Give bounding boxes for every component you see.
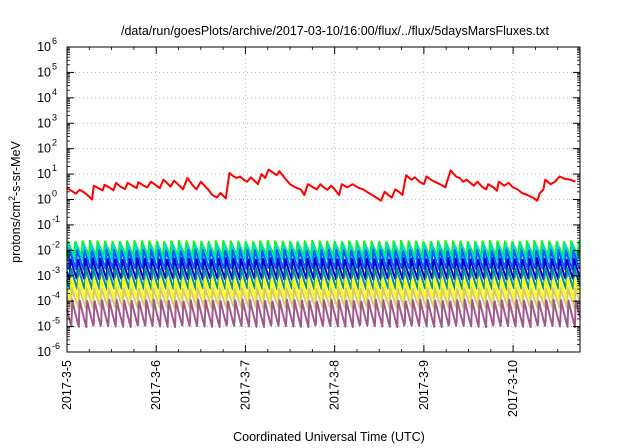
- y-tick-labels: 10 -610 -510 -410 -310 -210 -110 010 110 210 310 41…: [37, 36, 60, 359]
- y-tick-label-exponent: 4: [52, 87, 57, 97]
- y-tick-label: 10: [37, 193, 51, 207]
- y-tick-label: 10: [37, 65, 51, 79]
- y-tick-label-exponent: 6: [52, 36, 57, 46]
- x-axis-label: Coordinated Universal Time (UTC): [233, 430, 425, 444]
- y-tick-label-exponent: 1: [52, 163, 57, 173]
- series-line-4: [66, 257, 581, 281]
- series-line-3: [66, 248, 581, 271]
- y-tick-label-exponent: -1: [52, 214, 60, 224]
- y-tick-label-exponent: 2: [52, 138, 57, 148]
- y-tick-label-exponent: -3: [52, 265, 60, 275]
- y-tick-label-exponent: 5: [52, 61, 57, 71]
- y-tick-label-exponent: -2: [52, 239, 60, 249]
- y-tick-label: 10: [37, 243, 51, 257]
- series-line-2: [66, 243, 581, 262]
- x-tick-label: 2017-3-8: [328, 360, 342, 410]
- series-group: [66, 168, 581, 329]
- series-line-5: [66, 266, 581, 291]
- y-tick-label: 10: [37, 345, 51, 359]
- y-tick-label-exponent: -6: [52, 341, 60, 351]
- series-line-8: [66, 298, 581, 329]
- y-tick-label: 10: [37, 91, 51, 105]
- chart-title: /data/run/goesPlots/archive/2017-03-10/1…: [121, 24, 550, 38]
- ticks: [66, 46, 581, 353]
- series-line-0: [66, 168, 576, 202]
- x-tick-label: 2017-3-5: [60, 360, 74, 410]
- y-tick-label: 10: [37, 269, 51, 283]
- y-tick-label-exponent: 3: [52, 112, 57, 122]
- y-tick-label-exponent: -4: [52, 290, 60, 300]
- series-line-6: [66, 277, 581, 301]
- y-tick-label-exponent: 0: [52, 189, 57, 199]
- y-tick-label: 10: [37, 294, 51, 308]
- x-tick-labels: 2017-3-5 2017-3-6 2017-3-7 2017-3-8 2017-3-9…: [60, 360, 520, 417]
- x-tick-label: 2017-3-6: [149, 360, 163, 410]
- x-tick-label: 2017-3-9: [417, 360, 431, 410]
- x-tick-label: 2017-3-10: [506, 360, 520, 417]
- y-tick-label: 10: [37, 40, 51, 54]
- x-tick-label: 2017-3-7: [238, 360, 252, 410]
- series-line-7: [66, 286, 581, 309]
- y-tick-label: 10: [37, 320, 51, 334]
- y-tick-label: 10: [37, 167, 51, 181]
- y-axis-label: protons/cm2-s-sr-MeV: [7, 140, 23, 262]
- y-tick-label: 10: [37, 218, 51, 232]
- y-tick-label: 10: [37, 116, 51, 130]
- y-tick-label: 10: [37, 142, 51, 156]
- y-tick-label-exponent: -5: [52, 316, 60, 326]
